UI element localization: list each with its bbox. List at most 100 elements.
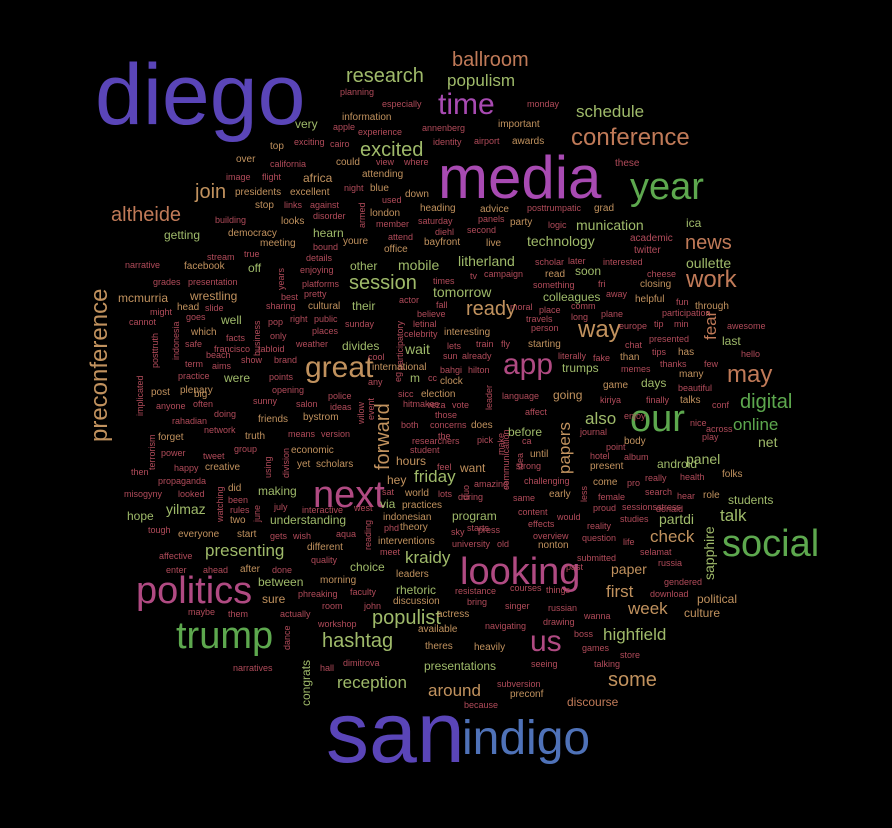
word-kraidy: kraidy — [405, 548, 451, 567]
word-via: via — [380, 497, 396, 511]
word-other: other — [350, 259, 378, 273]
word-often: often — [193, 399, 214, 409]
word-fly: fly — [501, 339, 510, 349]
word-wilow: wilow — [356, 401, 366, 424]
word-beautiful: beautiful — [678, 383, 713, 393]
word-bound: bound — [313, 242, 339, 252]
word-advice: advice — [480, 204, 509, 215]
word-may: may — [727, 361, 773, 388]
word-where: where — [404, 157, 429, 167]
word-than: than — [620, 352, 640, 363]
word-twitter: twitter — [634, 245, 661, 256]
word-did: did — [228, 483, 242, 494]
word-life: life — [623, 537, 635, 547]
word-stop: stop — [255, 200, 274, 211]
word-narratives: narratives — [233, 663, 273, 673]
word-talk: talk — [720, 506, 747, 525]
word-which: which — [191, 327, 217, 338]
word-highfield: highfield — [603, 625, 667, 644]
word-resistance: resistance — [455, 586, 497, 596]
word-grades: grades — [153, 277, 181, 287]
word-talks: talks — [680, 395, 701, 406]
word-meeting: meeting — [260, 238, 296, 249]
word-news: news — [685, 232, 732, 254]
word-links: links — [284, 200, 303, 210]
word-thanks: thanks — [660, 359, 687, 369]
word-rhetoric: rhetoric — [396, 583, 437, 597]
word-closing: closing — [640, 279, 672, 290]
word-until: until — [530, 449, 549, 460]
word-effects: effects — [528, 519, 555, 529]
word-means: means — [288, 429, 316, 439]
word-present: present — [590, 461, 624, 472]
word-bring: bring — [467, 597, 488, 607]
word-workshop: workshop — [318, 619, 357, 629]
word-away: away — [606, 289, 628, 299]
word-might: might — [150, 307, 173, 317]
word-hitmakes: hitmakes — [403, 399, 440, 409]
word-excited: excited — [360, 139, 424, 161]
word-university: university — [452, 539, 491, 549]
word-quality: quality — [311, 555, 338, 565]
word-important: important — [498, 119, 540, 130]
word-against: against — [310, 200, 340, 210]
word-because: because — [464, 700, 499, 710]
word-friends: friends — [258, 414, 289, 425]
word-tomorrow: tomorrow — [433, 284, 492, 300]
word-meet: meet — [380, 547, 401, 557]
word-media: media — [438, 144, 602, 211]
word-flight: flight — [262, 172, 282, 182]
word-us: us — [530, 625, 562, 658]
word-plane: plane — [601, 309, 624, 319]
word-sicc: sicc — [398, 389, 414, 399]
word-diehl: diehl — [435, 227, 455, 237]
word-actually: actually — [280, 609, 311, 619]
word-room: room — [322, 601, 343, 611]
word-group: group — [234, 444, 258, 454]
word-would: would — [557, 512, 581, 522]
word-culture: culture — [684, 606, 721, 620]
word-russian: russian — [548, 603, 578, 613]
word-second: second — [467, 225, 497, 235]
word-partdi: partdi — [659, 511, 695, 527]
word-doing: doing — [214, 409, 237, 419]
word-come: come — [593, 477, 618, 488]
word-political: political — [697, 592, 738, 606]
word-point: point — [606, 442, 626, 452]
word-years: years — [276, 267, 286, 290]
word-person: person — [531, 323, 559, 333]
word-sure: sure — [262, 592, 286, 606]
word-morning: morning — [320, 575, 357, 586]
word-power: power — [161, 448, 186, 458]
word-grad: grad — [594, 203, 615, 214]
word-sapphire: sapphire — [701, 526, 717, 580]
word-cultural: cultural — [308, 301, 341, 312]
word-airport: airport — [474, 136, 500, 146]
word-then: then — [131, 467, 149, 477]
word-really: really — [645, 473, 667, 483]
word-indonesian: indonesian — [383, 512, 432, 523]
word-sessionsstress: sessionsstress — [622, 502, 682, 512]
word-looked: looked — [178, 489, 205, 499]
word-paper: paper — [611, 561, 647, 577]
word-chat: chat — [625, 340, 643, 350]
word-john: john — [364, 601, 382, 611]
word-russia: russia — [658, 558, 683, 568]
word-drawing: drawing — [543, 617, 575, 627]
word-ca: ca — [522, 436, 532, 446]
word-min: min — [674, 319, 689, 329]
word-international: international — [372, 362, 427, 373]
word-enjoy: enjoy — [624, 411, 646, 421]
word-different: different — [307, 542, 343, 553]
word-schedule: schedule — [576, 102, 645, 121]
word-night: night — [344, 183, 364, 193]
word-choice: choice — [350, 560, 385, 574]
word-ouellette: oullette — [686, 255, 732, 271]
word-litherland: litherland — [458, 253, 515, 269]
word-weather: weather — [296, 339, 329, 349]
word-fake: fake — [593, 353, 611, 363]
word-building: building — [215, 215, 247, 225]
word-theres: theres — [425, 641, 453, 652]
word-those: those — [435, 410, 458, 420]
word-campaign: campaign — [484, 269, 524, 279]
